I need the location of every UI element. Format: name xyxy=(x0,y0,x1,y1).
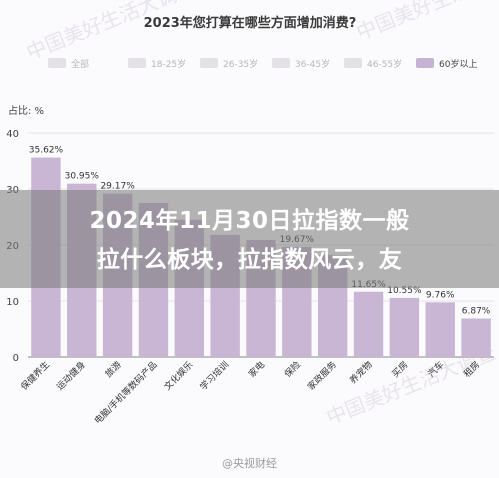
legend-label: 36-45岁 xyxy=(295,58,330,70)
legend-swatch xyxy=(48,58,66,68)
legend-swatch xyxy=(272,58,290,68)
y-axis-label: 占比: % xyxy=(8,104,44,117)
data-label: 10.55% xyxy=(387,286,422,296)
legend-label: 18-25岁 xyxy=(151,58,186,70)
bar xyxy=(353,291,384,357)
chart-title: 2023年您打算在哪些方面增加消费? xyxy=(144,15,357,31)
x-tick-label: 运动健身 xyxy=(54,359,88,393)
overlay-banner: 2024年11月30日拉指数一般 拉什么板块，拉指数风云，友 xyxy=(0,190,499,288)
y-tick-label: 0 xyxy=(13,353,19,364)
banner-line-2: 拉什么板块，拉指数风云，友 xyxy=(96,247,403,273)
watermark-left: 中国美好生活大调查 xyxy=(23,0,199,65)
x-tick-label: 旅游 xyxy=(103,359,124,380)
data-label: 30.95% xyxy=(65,172,100,182)
data-label: 35.62% xyxy=(29,146,64,156)
bar xyxy=(425,302,455,357)
bar xyxy=(389,297,420,357)
data-label: 9.76% xyxy=(426,290,455,300)
y-tick-label: 10 xyxy=(6,297,19,308)
legend-label: 26-35岁 xyxy=(223,58,258,70)
legend: 全部 18-25岁 26-35岁 36-45岁 46-55岁 60岁以上 xyxy=(48,58,477,70)
x-tick-label: 保健养生 xyxy=(18,359,52,393)
legend-swatch xyxy=(344,58,362,68)
legend-label: 60岁以上 xyxy=(439,58,477,70)
legend-swatch xyxy=(200,58,218,68)
x-tick-label: 学习培训 xyxy=(197,359,231,393)
x-tick-label: 家电 xyxy=(246,359,267,380)
data-label: 29.17% xyxy=(100,182,135,192)
data-label: 6.87% xyxy=(462,307,491,317)
x-tick-label: 电脑/手机等数码产品 xyxy=(92,359,160,427)
bar xyxy=(461,318,491,357)
watermark-right: 中国美好生活大调查 xyxy=(353,0,499,45)
legend-swatch xyxy=(416,58,434,68)
y-tick-label: 40 xyxy=(6,129,19,140)
banner-line-1: 2024年11月30日拉指数一般 xyxy=(89,208,410,234)
legend-label: 46-55岁 xyxy=(367,58,402,70)
legend-label: 全部 xyxy=(71,58,89,70)
x-tick-label: 家政服务 xyxy=(305,359,339,393)
x-tick-label: 养宠物 xyxy=(347,359,375,387)
x-tick-label: 文化娱乐 xyxy=(161,359,195,393)
x-tick-label: 保险 xyxy=(282,359,303,380)
legend-swatch xyxy=(128,58,146,68)
source-credit: @央视财经 xyxy=(222,457,277,470)
